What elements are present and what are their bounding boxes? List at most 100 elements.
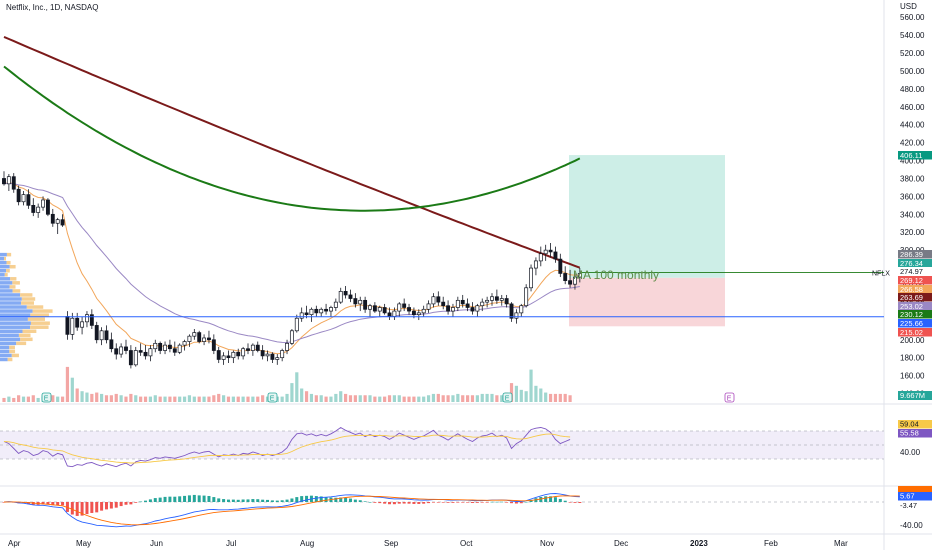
macd-histogram-bar [544,496,548,502]
volume-bar [231,396,235,402]
volume-bar [480,393,484,402]
volume-bar [265,396,270,402]
volume-bar [451,395,455,402]
candle-body [41,199,45,208]
price-tick-label: 520.00 [900,49,925,58]
candle-body [519,305,524,314]
volume-bar [295,372,299,402]
volume-bar [524,391,528,402]
candle-body [397,303,402,312]
volume-bar [70,377,74,402]
price-label-box [898,293,932,302]
macd-signal-line [3,495,580,526]
candle-body [568,280,573,285]
candles [2,171,582,369]
macd-histogram-bar [46,502,50,505]
price-tick-label: 160.00 [900,372,925,381]
price-tick-label: 400.00 [900,157,925,166]
candle-body [197,332,202,342]
macd-histogram-bar [524,501,528,503]
candle-body [490,296,494,301]
volume-bar [383,396,387,402]
candle-body [524,287,529,307]
macd-histogram-bar [436,502,440,503]
macd-histogram-bar [173,496,177,502]
volume-bar [344,393,348,402]
candle-body [319,308,324,314]
macd-histogram-bar [402,502,406,504]
candle-body [270,353,275,360]
volume-profile-bar [27,317,45,321]
macd-histogram-bar [475,502,479,503]
macd-histogram-bar [519,502,523,504]
macd-histogram-bar [314,496,318,502]
candle-body [109,339,114,350]
volume-bar [358,395,362,402]
macd-histogram-bar [226,499,230,502]
macd-pane: -40.00 5.67-3.47 [0,486,932,530]
candle-body [2,178,6,185]
volume-bar [21,396,26,402]
price-label-text: 215.02 [900,328,923,337]
price-label-box [898,319,932,328]
candle-body [148,348,153,357]
volume-bar [182,396,187,402]
volume-bar [202,396,206,402]
volume-bar [236,396,240,402]
volume-bar [553,393,558,402]
price-label-text: 269.12 [900,276,923,285]
volume-bar [519,389,523,402]
candle-body [50,213,55,224]
volume-bar [139,396,143,402]
volume-profile-bar [0,313,31,317]
earnings-marker-text: E [505,396,510,403]
candle-body [470,307,475,312]
volume-profile-bar [0,337,21,342]
candle-body [294,317,299,332]
volume-bar [397,395,401,402]
volume-bar [251,396,255,402]
volume-profile-bar [0,281,13,285]
volume-bar [485,393,489,402]
volume-bar [95,392,99,402]
candle-body [143,351,148,357]
candle-body [402,303,407,308]
volume-profile-bar [4,273,8,277]
macd-histogram-bar [358,500,362,502]
macd-histogram-bar [100,502,104,511]
rsi-line [3,426,571,468]
price-tick-label: 320.00 [900,228,925,237]
candle-body [192,332,197,337]
symbol-title[interactable]: Netflix, Inc., 1D, NASDAQ [6,3,99,12]
candle-body [94,325,99,341]
volume-bar [392,395,396,402]
volume-bar [100,393,104,402]
macd-histogram-bar [158,497,162,502]
candle-body [299,312,304,319]
volume-bar [119,395,123,402]
volume-bar [178,396,182,402]
candle-body [431,296,436,305]
volume-bar [373,396,377,402]
volume-bar [441,395,445,402]
macd-histogram-bar [197,495,201,502]
candle-body [211,339,216,351]
volume-bar [548,393,553,402]
macd-histogram-bar [266,499,270,502]
macd-histogram-bar [334,497,338,502]
volume-profile [0,252,53,362]
time-tick-label: Mar [834,539,848,548]
candle-body [333,301,338,308]
candle-body [11,176,16,190]
price-tick-label: 440.00 [900,121,925,130]
time-tick-label: Apr [8,539,21,548]
macd-histogram-bar [144,500,148,502]
macd-histogram-bar [187,495,191,502]
candle-body [36,206,41,213]
volume-bar [539,388,543,402]
price-label-text: 276.34 [900,259,923,268]
candle-body [172,348,177,353]
macd-histogram-bar [241,499,245,502]
macd-histogram-bar [529,499,533,502]
price-label-box [898,267,932,276]
